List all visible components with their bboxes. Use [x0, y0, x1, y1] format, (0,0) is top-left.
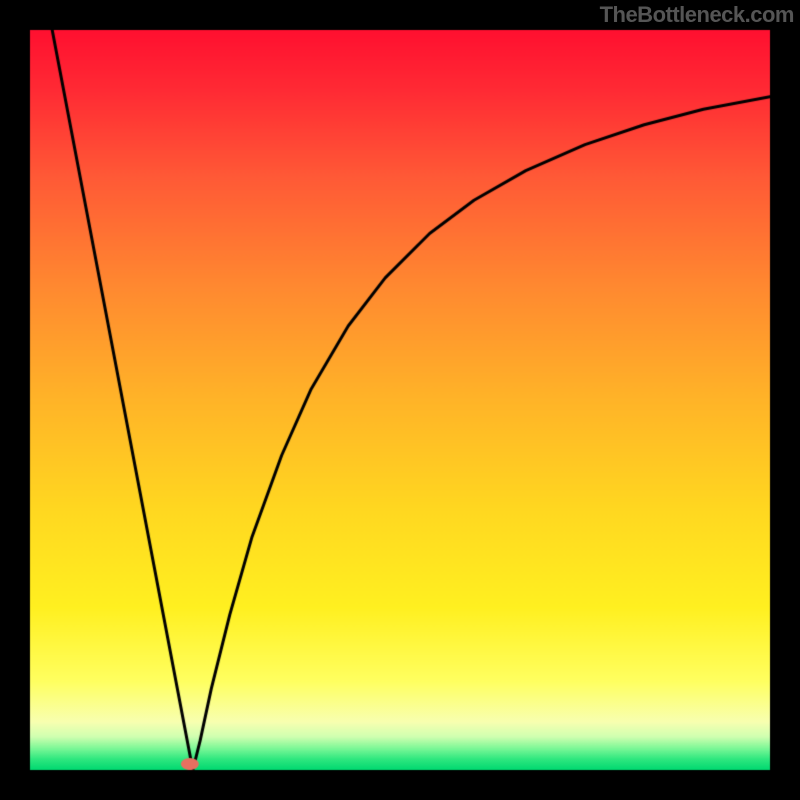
- bottleneck-chart-canvas: [0, 0, 800, 800]
- chart-container: TheBottleneck.com: [0, 0, 800, 800]
- watermark-label: TheBottleneck.com: [600, 2, 794, 28]
